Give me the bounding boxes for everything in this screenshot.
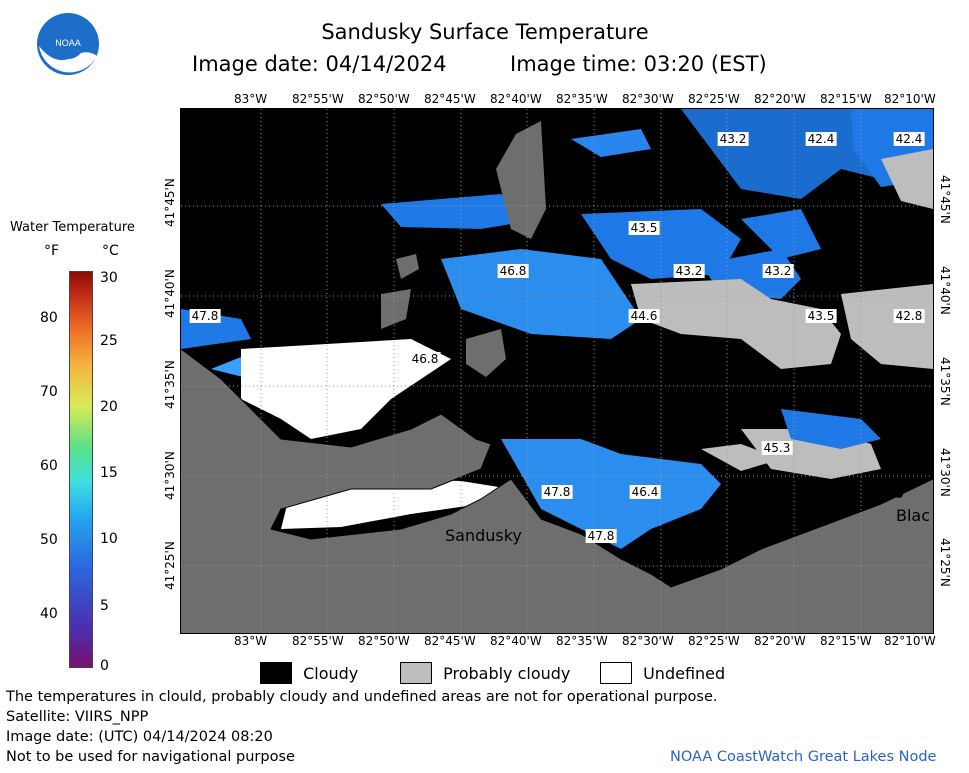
colorbar-unit-c: °C <box>102 243 119 259</box>
top-tick-label: 82°10'W <box>884 92 936 106</box>
colorbar-f-tick: 40 <box>40 606 58 622</box>
temp-label: 45.3 <box>761 441 793 455</box>
right-tick-label: 41°25'N <box>938 538 952 587</box>
bottom-tick-label: 82°45'W <box>424 634 476 648</box>
top-tick-label: 82°55'W <box>292 92 344 106</box>
temp-label: 46.8 <box>497 264 529 278</box>
right-tick-label: 41°35'N <box>938 357 952 406</box>
colorbar-c-tick: 0 <box>100 658 109 674</box>
temp-label: 43.5 <box>628 221 660 235</box>
logo-text: NOAA <box>55 38 81 48</box>
legend-swatch-probably-cloudy <box>400 662 432 684</box>
left-tick-label: 41°35'N <box>163 360 177 409</box>
bottom-tick-label: 82°50'W <box>358 634 410 648</box>
colorbar-c-tick: 10 <box>100 531 118 547</box>
top-tick-label: 82°45'W <box>424 92 476 106</box>
legend-swatch-undefined <box>600 662 632 684</box>
legend-cloudy: Cloudy <box>303 663 359 683</box>
legend-item: Undefined <box>600 662 725 684</box>
bottom-tick-label: 82°35'W <box>556 634 608 648</box>
bottom-tick-label: 82°25'W <box>688 634 740 648</box>
colorbar-c-tick: 30 <box>100 270 118 286</box>
colorbar-f-tick: 60 <box>40 458 58 474</box>
noaa-logo: NOAA <box>37 13 99 75</box>
colorbar-f-tick: 70 <box>40 384 58 400</box>
right-tick-label: 41°30'N <box>938 448 952 497</box>
footer-nav-warning: Not to be used for navigational purpose <box>6 749 295 765</box>
top-tick-label: 82°35'W <box>556 92 608 106</box>
temp-label: 43.5 <box>805 309 837 323</box>
left-tick-label: 41°45'N <box>163 178 177 227</box>
temp-label: 44.6 <box>628 309 660 323</box>
legend-probably-cloudy: Probably cloudy <box>443 663 571 683</box>
city-marker <box>895 490 903 498</box>
colorbar-c-tick: 25 <box>100 333 118 349</box>
legend-swatch-cloudy <box>260 662 292 684</box>
top-tick-label: 82°25'W <box>688 92 740 106</box>
right-tick-label: 41°45'N <box>938 175 952 224</box>
colorbar-c-tick: 20 <box>100 399 118 415</box>
colorbar-c-tick: 5 <box>100 598 109 614</box>
top-tick-label: 82°15'W <box>820 92 872 106</box>
place-label-blac: Blac <box>896 506 931 525</box>
left-tick-label: 41°25'N <box>163 541 177 590</box>
colorbar-title: Water Temperature <box>10 220 135 235</box>
bottom-tick-label: 82°40'W <box>490 634 542 648</box>
bottom-tick-label: 82°55'W <box>292 634 344 648</box>
top-tick-label: 82°40'W <box>490 92 542 106</box>
top-tick-label: 82°50'W <box>358 92 410 106</box>
temp-label: 46.4 <box>629 485 661 499</box>
map-panel: 43.2 42.4 42.4 43.5 46.8 43.2 43.2 47.8 … <box>180 108 934 634</box>
temperature-map <box>181 109 933 633</box>
left-tick-label: 41°30'N <box>163 451 177 500</box>
footer-disclaimer: The temperatures in clould, probably clo… <box>6 689 718 705</box>
temp-label: 47.8 <box>189 309 221 323</box>
temp-label: 42.4 <box>893 132 925 146</box>
colorbar-unit-f: °F <box>44 243 60 259</box>
image-time: Image time: 03:20 (EST) <box>510 52 767 76</box>
page-title: Sandusky Surface Temperature <box>321 20 649 44</box>
temp-label: 42.4 <box>805 132 837 146</box>
bottom-tick-label: 82°15'W <box>820 634 872 648</box>
bottom-tick-label: 82°30'W <box>622 634 674 648</box>
top-tick-label: 82°30'W <box>622 92 674 106</box>
temp-label: 46.8 <box>409 352 441 366</box>
temp-label: 43.2 <box>717 132 749 146</box>
legend: Cloudy <box>260 662 358 684</box>
colorbar <box>69 271 93 668</box>
legend-item: Probably cloudy <box>400 662 570 684</box>
legend-undefined: Undefined <box>643 663 726 683</box>
colorbar-f-tick: 50 <box>40 532 58 548</box>
top-tick-label: 83°W <box>234 92 268 106</box>
right-tick-label: 41°40'N <box>938 266 952 315</box>
footer-credit: NOAA CoastWatch Great Lakes Node <box>670 749 937 765</box>
bottom-tick-label: 82°20'W <box>754 634 806 648</box>
image-date: Image date: 04/14/2024 <box>192 52 447 76</box>
temp-label: 43.2 <box>762 264 794 278</box>
colorbar-f-tick: 80 <box>40 310 58 326</box>
top-tick-label: 82°20'W <box>754 92 806 106</box>
bottom-tick-label: 82°10'W <box>884 634 936 648</box>
footer-satellite: Satellite: VIIRS_NPP <box>6 709 149 725</box>
temp-label: 42.8 <box>893 309 925 323</box>
temp-label: 47.8 <box>541 485 573 499</box>
left-tick-label: 41°40'N <box>163 269 177 318</box>
temp-label: 43.2 <box>673 264 705 278</box>
bottom-tick-label: 83°W <box>234 634 268 648</box>
temp-label: 47.8 <box>585 529 617 543</box>
colorbar-c-tick: 15 <box>100 465 118 481</box>
place-label-sandusky: Sandusky <box>445 526 522 545</box>
footer-utc-date: Image date: (UTC) 04/14/2024 08:20 <box>6 729 273 745</box>
